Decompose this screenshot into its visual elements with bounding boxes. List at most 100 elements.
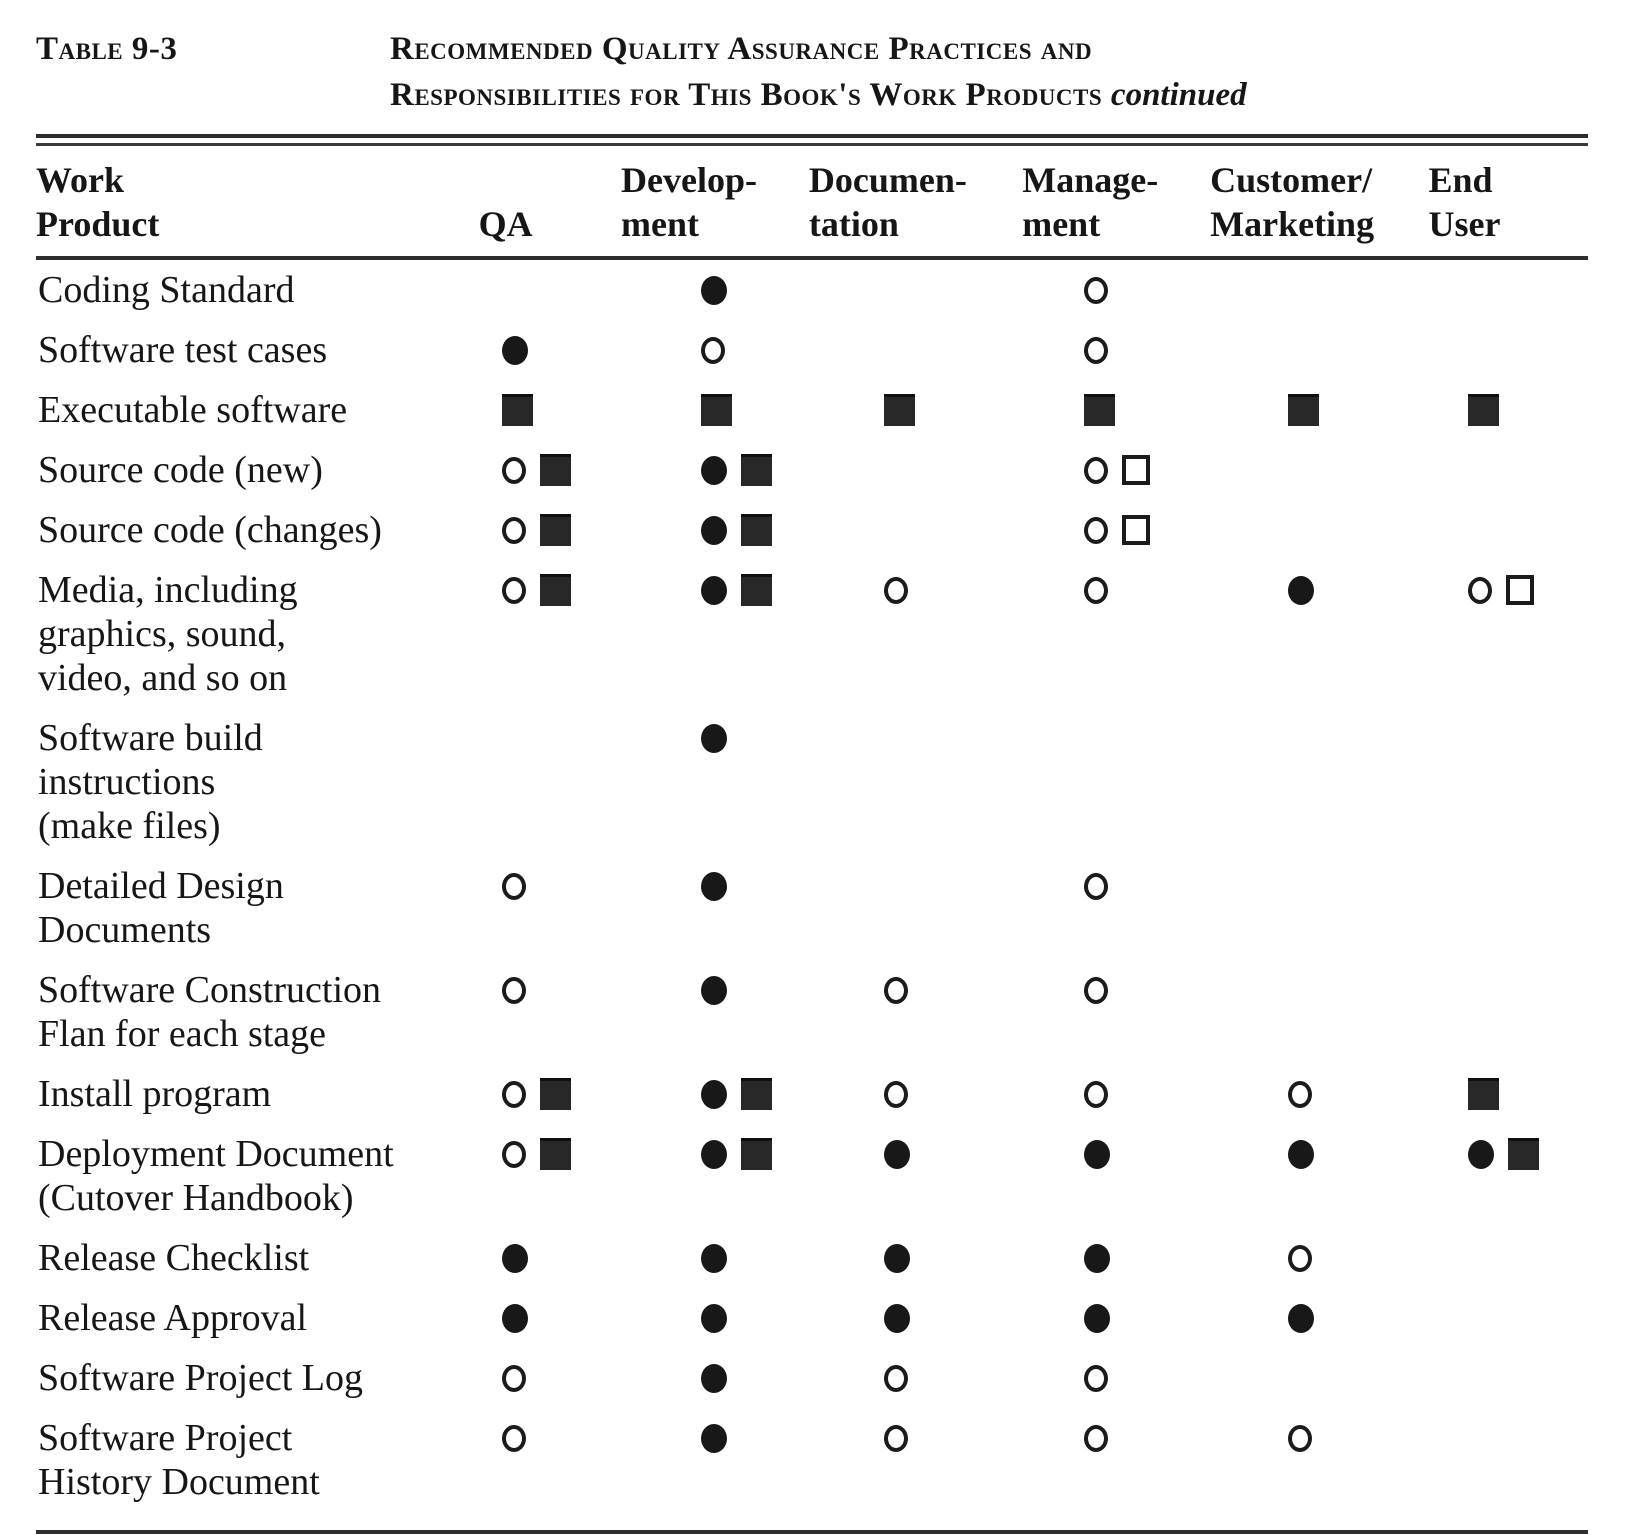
- table-row: Release Approval: [36, 1288, 1588, 1348]
- work-product-label: Software Project Log: [38, 1357, 364, 1399]
- cell-qa: [467, 560, 621, 708]
- cell-development: [621, 960, 809, 1064]
- filled-square-icon: [883, 394, 915, 426]
- table-row: Release Checklist: [36, 1228, 1588, 1288]
- open-circle-icon: [701, 337, 726, 364]
- cell-customer_marketing: [1210, 380, 1428, 440]
- open-square-icon: [1122, 515, 1151, 545]
- qa-responsibility-table: Work Product QA Develop- ment Documen- tati…: [36, 146, 1588, 1512]
- filled-circle-icon: [1084, 1140, 1111, 1169]
- work-product-label: Source code (changes): [38, 509, 382, 551]
- open-circle-icon: [1468, 577, 1493, 604]
- work-product-label: Detailed Design Documents: [38, 865, 284, 951]
- cell-development: [621, 380, 809, 440]
- open-square-icon: [1122, 455, 1151, 485]
- cell-customer_marketing: [1210, 560, 1428, 708]
- cell-development: [621, 856, 809, 960]
- work-product-label: Software Construction Flan for each stag…: [38, 969, 382, 1055]
- cell-development: [621, 320, 809, 380]
- filled-square-icon: [539, 574, 571, 606]
- filled-circle-icon: [701, 976, 728, 1005]
- cell-development: [621, 500, 809, 560]
- filled-square-icon: [741, 514, 773, 546]
- open-circle-icon: [1084, 277, 1109, 304]
- table-number-label: Table 9-3: [36, 31, 178, 67]
- table-row: Executable software: [36, 380, 1588, 440]
- filled-circle-icon: [701, 276, 728, 305]
- cell-end_user: [1428, 1288, 1588, 1348]
- filled-square-icon: [1468, 1078, 1500, 1110]
- open-circle-icon: [1084, 873, 1109, 900]
- filled-square-icon: [741, 454, 773, 486]
- cell-qa: [467, 1228, 621, 1288]
- cell-customer_marketing: [1210, 1288, 1428, 1348]
- table-row: Software test cases: [36, 320, 1588, 380]
- cell-management: [1022, 1288, 1210, 1348]
- cell-management: [1022, 960, 1210, 1064]
- filled-circle-icon: [701, 872, 728, 901]
- filled-square-icon: [1508, 1138, 1540, 1170]
- cell-management: [1022, 500, 1210, 560]
- table-row: Coding Standard: [36, 258, 1588, 320]
- cell-documentation: [809, 1124, 1022, 1228]
- cell-documentation: [809, 440, 1022, 500]
- cell-documentation: [809, 258, 1022, 320]
- cell-documentation: [809, 708, 1022, 856]
- cell-documentation: [809, 320, 1022, 380]
- cell-end_user: [1428, 258, 1588, 320]
- cell-end_user: [1428, 380, 1588, 440]
- cell-customer_marketing: [1210, 1124, 1428, 1228]
- work-product-label: Coding Standard: [38, 269, 295, 311]
- filled-square-icon: [741, 574, 773, 606]
- table-body: Coding Standard Software test cases Execut…: [36, 258, 1588, 1512]
- cell-qa: [467, 1124, 621, 1228]
- cell-management: [1022, 1408, 1210, 1512]
- open-circle-icon: [1288, 1081, 1313, 1108]
- filled-square-icon: [1288, 394, 1320, 426]
- table-row: Install program: [36, 1064, 1588, 1124]
- open-circle-icon: [501, 517, 526, 544]
- cell-customer_marketing: [1210, 1348, 1428, 1408]
- filled-circle-icon: [1084, 1304, 1111, 1333]
- cell-qa: [467, 500, 621, 560]
- filled-circle-icon: [501, 336, 528, 365]
- cell-documentation: [809, 1348, 1022, 1408]
- cell-documentation: [809, 1228, 1022, 1288]
- filled-circle-icon: [701, 724, 728, 753]
- cell-development: [621, 258, 809, 320]
- filled-square-icon: [1468, 394, 1500, 426]
- open-circle-icon: [1084, 977, 1109, 1004]
- cell-qa: [467, 1408, 621, 1512]
- cell-development: [621, 560, 809, 708]
- cell-qa: [467, 1348, 621, 1408]
- column-header-development: Develop- ment: [621, 146, 809, 260]
- cell-customer_marketing: [1210, 258, 1428, 320]
- table-title-continued: continued: [1110, 77, 1247, 113]
- column-header-management: Manage- ment: [1022, 146, 1211, 260]
- cell-development: [621, 1064, 809, 1124]
- open-circle-icon: [883, 1081, 908, 1108]
- cell-management: [1022, 708, 1210, 856]
- filled-circle-icon: [1084, 1244, 1111, 1273]
- cell-end_user: [1428, 440, 1588, 500]
- cell-management: [1022, 1348, 1210, 1408]
- open-circle-icon: [501, 977, 526, 1004]
- cell-documentation: [809, 960, 1022, 1064]
- cell-documentation: [809, 856, 1022, 960]
- cell-qa: [467, 320, 621, 380]
- work-product-label: Deployment Document (Cutover Handbook): [38, 1133, 394, 1219]
- cell-documentation: [809, 500, 1022, 560]
- work-product-label: Install program: [38, 1073, 272, 1115]
- cell-end_user: [1428, 1228, 1588, 1288]
- filled-square-icon: [741, 1078, 773, 1110]
- cell-end_user: [1428, 856, 1588, 960]
- cell-development: [621, 1228, 809, 1288]
- cell-customer_marketing: [1210, 708, 1428, 856]
- open-circle-icon: [501, 577, 526, 604]
- table-row: Detailed Design Documents: [36, 856, 1588, 960]
- open-circle-icon: [883, 577, 908, 604]
- cell-customer_marketing: [1210, 960, 1428, 1064]
- work-product-label: Release Approval: [38, 1297, 308, 1339]
- filled-circle-icon: [501, 1244, 528, 1273]
- cell-management: [1022, 1064, 1210, 1124]
